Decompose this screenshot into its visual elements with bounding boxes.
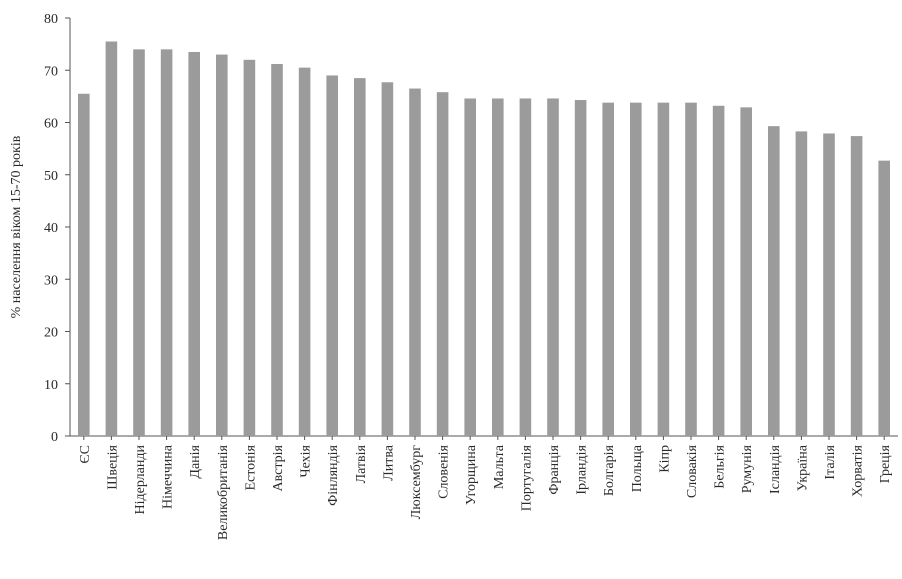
y-tick-label: 20 xyxy=(44,326,58,341)
x-tick-label: Португалія xyxy=(519,444,534,511)
x-tick-label: Фінляндія xyxy=(326,444,341,505)
x-tick-label: Італія xyxy=(823,444,838,479)
bar xyxy=(354,78,366,437)
bars xyxy=(78,41,890,437)
y-tick-label: 70 xyxy=(44,64,58,79)
x-tick-label: Хорватія xyxy=(851,444,866,497)
bar xyxy=(547,98,559,436)
bar xyxy=(712,105,725,436)
x-tick-label: Ісландія xyxy=(768,444,783,494)
x-tick-label: Латвія xyxy=(354,444,369,483)
bar xyxy=(105,41,118,436)
bar xyxy=(850,136,863,436)
bar xyxy=(878,160,890,436)
x-tick-label: Болгарія xyxy=(602,444,617,496)
x-tick-label: Бельгія xyxy=(713,444,728,488)
bar xyxy=(740,107,752,436)
bar xyxy=(298,67,311,436)
x-tick-label: ЄС xyxy=(78,445,93,464)
x-tick-label: Литва xyxy=(381,444,396,481)
bar xyxy=(823,133,835,436)
bar xyxy=(78,93,90,436)
bar xyxy=(492,98,504,436)
x-tick-label: Словенія xyxy=(437,444,452,498)
x-tick-label: Естонія xyxy=(243,444,258,490)
x-tick-label: Німеччина xyxy=(161,444,176,509)
x-tick-label: Ірландія xyxy=(575,444,590,494)
x-tick-label: Угорщина xyxy=(464,444,479,505)
x-tick-label: Румунія xyxy=(740,444,755,493)
x-tick-label: Мальта xyxy=(492,444,507,489)
bar xyxy=(630,102,642,437)
bar xyxy=(519,98,532,436)
x-tick-label: Кіпр xyxy=(657,445,672,473)
x-tick-label: Австрія xyxy=(271,444,286,491)
x-tick-label: Україна xyxy=(795,444,810,491)
x-tick-label: Греція xyxy=(878,444,893,483)
y-tick-label: 50 xyxy=(44,169,58,184)
x-tick-label: Данія xyxy=(188,444,203,478)
x-tick-label: Великобританія xyxy=(216,444,231,540)
bar xyxy=(436,92,449,436)
y-tick-label: 80 xyxy=(44,12,58,27)
y-tick-label: 30 xyxy=(44,273,58,288)
y-axis-label: % населення віком 15-70 років xyxy=(9,135,24,318)
bar xyxy=(188,51,200,437)
bar xyxy=(657,102,670,437)
y-tick-label: 40 xyxy=(44,221,58,236)
y-tick-label: 60 xyxy=(44,117,58,132)
x-tick-label: Чехія xyxy=(299,444,314,477)
bar xyxy=(216,54,228,436)
bar xyxy=(271,63,283,436)
y-tick-label: 10 xyxy=(44,378,58,393)
x-axis-labels: ЄС Швеція Нідерланди Німеччина Данія Великобр… xyxy=(78,436,893,540)
bar xyxy=(381,82,394,436)
bar xyxy=(409,88,421,436)
y-axis-ticks: 0 10 20 30 40 50 60 70 80 xyxy=(44,12,70,445)
bar xyxy=(574,100,587,436)
bar xyxy=(685,102,697,437)
bar xyxy=(326,75,338,436)
bar xyxy=(243,59,256,437)
bar xyxy=(602,102,614,437)
x-tick-label: Словакія xyxy=(685,444,700,498)
bar xyxy=(160,49,173,436)
y-tick-label: 0 xyxy=(51,430,58,445)
x-tick-label: Нідерланди xyxy=(133,445,148,515)
x-tick-label: Польща xyxy=(630,444,645,492)
x-tick-label: Франція xyxy=(547,444,562,494)
bar xyxy=(133,49,145,436)
bar xyxy=(768,126,780,436)
bar xyxy=(464,98,476,436)
x-tick-label: Люксембург xyxy=(409,445,424,519)
x-tick-label: Швеція xyxy=(105,444,120,489)
bar xyxy=(795,131,808,436)
